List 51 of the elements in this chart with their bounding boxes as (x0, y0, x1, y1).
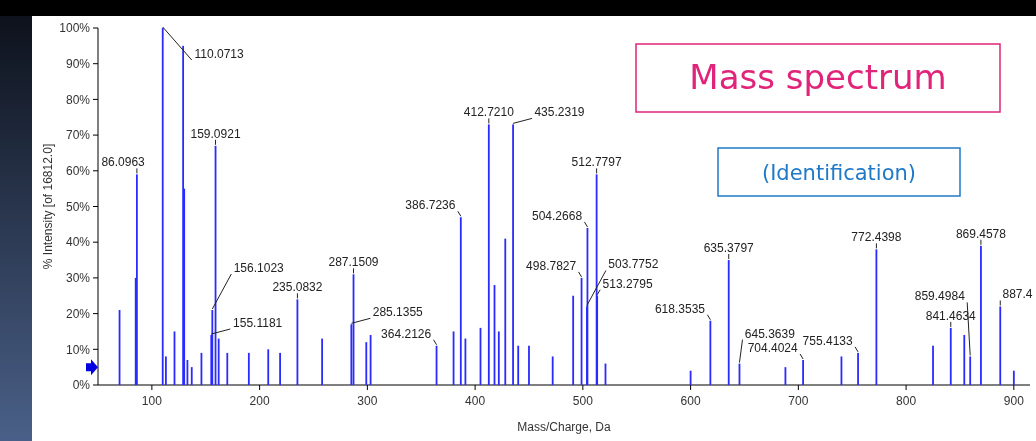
y-tick-label: 100% (59, 21, 91, 36)
annotation: 287.1509 (328, 255, 379, 270)
annotation: 386.7236 (405, 198, 456, 213)
annotation: 704.4024 (747, 341, 799, 356)
x-tick-label: 300 (357, 394, 378, 408)
annotation: 412.7210 (463, 105, 515, 120)
x-axis-title: Mass/Charge, Da (517, 420, 612, 434)
y-tick-label: 20% (65, 306, 91, 321)
annotation: 841.4634 (925, 308, 977, 323)
annotation: 618.3535 (654, 301, 706, 316)
y-axis-title: % Intensity [of 16812.0] (41, 143, 55, 270)
annotation: 512.7797 (571, 155, 622, 170)
annotation: 235.0832 (272, 280, 323, 295)
y-tick-label: 0% (72, 378, 91, 393)
annotation: 887.4 (1002, 287, 1033, 302)
x-tick-label: 500 (572, 394, 594, 408)
x-tick-label: 400 (465, 394, 486, 408)
annotation: 869.4578 (955, 226, 1007, 241)
annotation: 645.3639 (744, 326, 796, 341)
annotation: 755.4133 (802, 333, 853, 348)
annotation: 859.4984 (914, 289, 966, 304)
annotation: 435.2319 (534, 105, 585, 120)
annotation: 159.0921 (190, 126, 241, 141)
y-tick-label: 80% (65, 92, 91, 107)
y-tick-label: 30% (65, 271, 91, 286)
annotation: 635.3797 (703, 241, 755, 256)
annotation: 364.2126 (381, 326, 432, 341)
x-tick-label: 700 (788, 394, 809, 408)
annotation: 513.2795 (602, 276, 653, 291)
y-tick-label: 10% (65, 342, 91, 357)
x-tick-label: 100 (141, 394, 163, 408)
annotation: Mass spectrum (689, 57, 947, 97)
annotation: 498.7827 (526, 258, 577, 273)
annotation: 155.1181 (233, 316, 283, 331)
y-tick-label: 60% (65, 164, 91, 178)
annotation: 110.0713 (194, 47, 245, 61)
y-tick-label: 40% (65, 235, 91, 250)
annotation: 86.0963 (101, 155, 146, 170)
x-tick-label: 800 (896, 394, 917, 408)
annotation: 772.4398 (851, 230, 902, 245)
y-tick-label: 70% (65, 128, 91, 143)
x-tick-label: 200 (249, 394, 270, 408)
y-tick-label: 50% (65, 199, 91, 214)
annotation: 503.7752 (608, 257, 659, 272)
x-tick-label: 600 (680, 394, 701, 408)
annotation: 156.1023 (233, 261, 285, 276)
x-tick-label: 900 (1003, 394, 1025, 408)
annotation: 504.2668 (532, 208, 583, 223)
annotation: 285.1355 (372, 305, 424, 320)
annotation: (Identification) (761, 161, 917, 185)
y-tick-label: 90% (65, 56, 91, 71)
